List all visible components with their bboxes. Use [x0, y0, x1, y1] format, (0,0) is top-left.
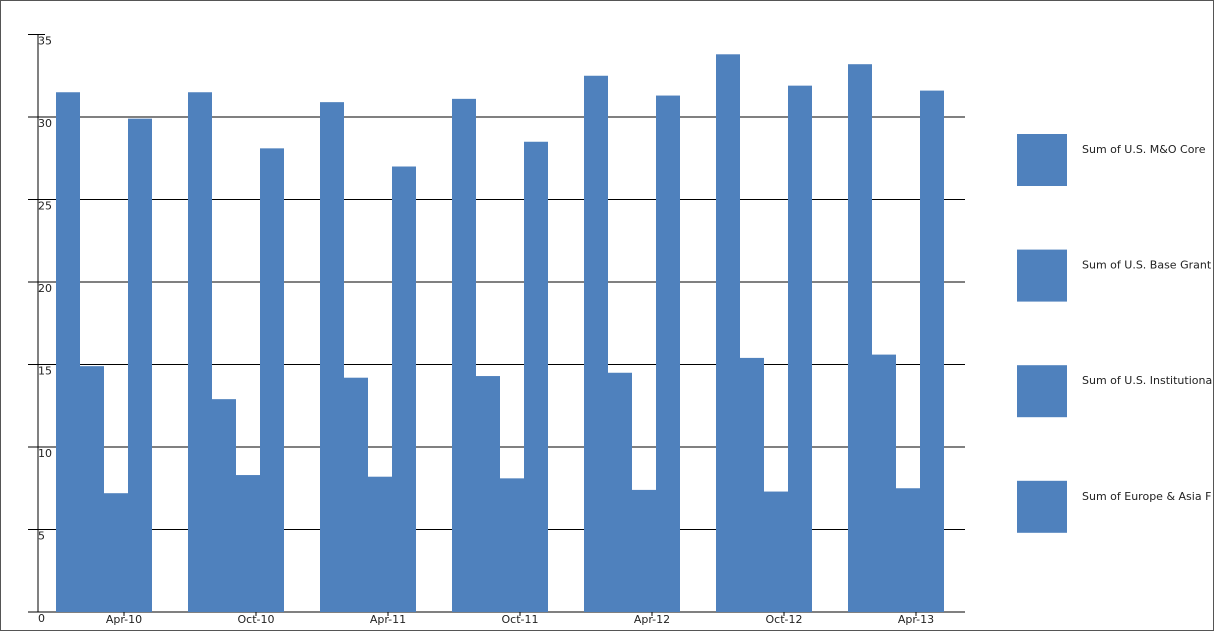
x-tick-label: Oct-11	[502, 613, 539, 626]
y-tick-label: 0	[38, 612, 45, 625]
bar	[632, 489, 656, 612]
bar	[716, 54, 740, 613]
bar	[80, 366, 104, 612]
bar	[212, 399, 236, 612]
bar	[608, 372, 632, 612]
bar	[260, 148, 284, 612]
y-tick-label: 15	[38, 365, 52, 378]
bar	[476, 376, 500, 612]
bar	[368, 476, 392, 612]
legend-swatch	[1017, 365, 1067, 418]
bar	[872, 354, 896, 612]
bar	[740, 357, 764, 612]
y-tick-label: 5	[38, 530, 45, 543]
y-tick-label: 35	[38, 35, 52, 48]
bar	[56, 92, 80, 612]
bar	[128, 118, 152, 613]
legend-label: Sum of U.S. Institutiona	[1082, 374, 1212, 387]
bar	[656, 95, 680, 613]
legend-swatch	[1017, 480, 1067, 533]
legend-swatch	[1017, 249, 1067, 302]
x-tick-label: Apr-13	[898, 613, 934, 626]
bar	[236, 475, 260, 612]
bar	[764, 491, 788, 612]
x-tick-label: Apr-12	[634, 613, 670, 626]
bar	[500, 478, 524, 612]
x-tick-label: Oct-10	[238, 613, 275, 626]
bar	[848, 64, 872, 612]
y-tick-label: 30	[38, 117, 52, 130]
bar	[104, 493, 128, 612]
legend-label: Sum of U.S. Base Grant	[1082, 259, 1212, 272]
legend-label: Sum of U.S. M&O Core	[1082, 143, 1206, 156]
bar	[788, 85, 812, 612]
x-tick-label: Apr-11	[370, 613, 406, 626]
x-tick-label: Oct-12	[766, 613, 803, 626]
x-tick-label: Apr-10	[106, 613, 142, 626]
y-tick-label: 25	[38, 200, 52, 213]
y-tick-label: 20	[38, 282, 52, 295]
bar	[392, 166, 416, 612]
legend-label: Sum of Europe & Asia F	[1082, 490, 1211, 503]
bar	[920, 90, 944, 613]
bar	[320, 102, 344, 613]
bar	[452, 98, 476, 613]
bar	[344, 377, 368, 612]
legend-swatch	[1017, 134, 1067, 186]
y-tick-label: 10	[38, 447, 52, 460]
bar	[584, 75, 608, 612]
bar	[524, 141, 548, 612]
bar	[188, 92, 212, 612]
bar	[896, 488, 920, 612]
